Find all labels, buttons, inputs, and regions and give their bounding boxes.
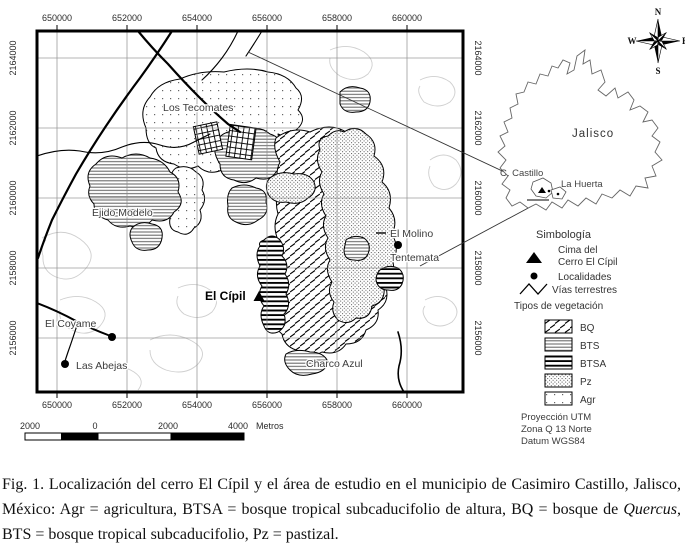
- scale-bar: 2000 0 2000 4000 Metros: [20, 421, 284, 441]
- locality-dot-el-coyame: [108, 333, 116, 341]
- scale-label-3: 4000: [228, 421, 248, 431]
- caption-text-1: Fig. 1. Localización del cerro El Cípil …: [2, 476, 681, 518]
- inset-dot: [556, 192, 560, 196]
- x-tick-bottom-2: 654000: [182, 400, 212, 410]
- compass-star: [635, 18, 681, 64]
- caption-italic-quercus: Quercus: [623, 500, 677, 518]
- map-figure: Los Tecomates Ejido Modelo El Molino Ten…: [8, 7, 685, 447]
- summit-triangle-marker: [253, 291, 265, 301]
- projection-line-1: Proyección UTM: [521, 412, 591, 423]
- compass-rose: N E S W: [628, 7, 685, 76]
- label-jalisco: Jalisco: [572, 128, 614, 140]
- projection-line-2: Zona Q 13 Norte: [521, 424, 592, 435]
- label-la-huerta: La Huerta: [561, 179, 603, 190]
- y-tick-left-1: 2162000: [8, 110, 18, 145]
- y-tick-right-1: 2162000: [473, 110, 483, 145]
- inset-leader-lines: [247, 51, 546, 267]
- label-charco-azul: Charco Azul: [306, 358, 363, 370]
- legend-road-zigzag-icon: [519, 283, 548, 295]
- scale-label-0: 2000: [20, 421, 40, 431]
- y-tick-right-2: 2160000: [473, 180, 483, 215]
- label-el-molino: El Molino: [390, 228, 433, 240]
- jalisco-inset: Jalisco C. Castillo La Huerta N E S W: [497, 7, 685, 211]
- y-tick-left-2: 2160000: [8, 180, 18, 215]
- locality-dot-tentemata: [394, 241, 402, 249]
- x-tick-top-4: 658000: [322, 13, 352, 23]
- figure-caption: Fig. 1. Localización del cerro El Cípil …: [0, 467, 685, 543]
- legend-swatch-agr: [544, 391, 573, 406]
- inset-dot: [547, 189, 551, 193]
- scale-label-2: 2000: [158, 421, 178, 431]
- contour-lines: [41, 46, 462, 391]
- legend-cima-line2: Cerro El Cípil: [558, 257, 617, 268]
- legend-title: Simbología: [536, 229, 592, 241]
- legend-swatch-pz: [544, 373, 573, 388]
- compass-w-label: W: [628, 36, 637, 46]
- legend-label-agr: Agr: [580, 395, 596, 406]
- x-tick-top-1: 652000: [112, 13, 142, 23]
- compass-n-label: N: [655, 7, 662, 17]
- legend-summit-triangle-icon: [526, 252, 542, 263]
- label-las-abejas: Las Abejas: [76, 360, 127, 372]
- tick-marks: [56, 25, 408, 398]
- y-tick-left-4: 2156000: [8, 320, 18, 355]
- x-tick-top-0: 650000: [42, 13, 72, 23]
- locality-dot-las-abejas: [61, 360, 69, 368]
- y-tick-right-0: 2164000: [473, 40, 483, 75]
- place-labels: Los Tecomates Ejido Modelo El Molino Ten…: [44, 101, 441, 374]
- main-map-area: [37, 31, 463, 392]
- legend: Simbología Cima del Cerro El Cípil Local…: [514, 229, 617, 447]
- compass-e-label: E: [682, 36, 685, 46]
- caption-text-2: , BTS = bosque tropical subcaducifolio, …: [2, 500, 681, 543]
- map-frame: [35, 29, 465, 394]
- y-tick-right-4: 2156000: [473, 320, 483, 355]
- projection-line-3: Datum WGS84: [521, 436, 585, 447]
- label-tentemata: Tentemata: [390, 252, 439, 264]
- scale-label-1: 0: [92, 421, 97, 431]
- map-markers: [61, 232, 402, 368]
- label-el-cipil: El Cípil: [205, 289, 246, 303]
- legend-label-pz: Pz: [580, 377, 592, 388]
- jalisco-outline: [497, 48, 663, 211]
- legend-veg-title: Tipos de vegetación: [514, 301, 603, 312]
- utm-gridlines: [37, 31, 463, 392]
- scale-bar-segments: [24, 432, 245, 441]
- study-area-marker: [538, 187, 546, 193]
- legend-vias-label: Vías terrestres: [552, 285, 617, 296]
- legend-label-bts: BTS: [580, 341, 600, 352]
- x-tick-bottom-1: 652000: [112, 400, 142, 410]
- axis-labels: 650000 652000 654000 656000 658000 66000…: [8, 13, 483, 410]
- x-tick-bottom-4: 658000: [322, 400, 352, 410]
- label-el-coyame: El Coyame: [45, 318, 97, 330]
- x-tick-top-3: 656000: [252, 13, 282, 23]
- y-tick-right-3: 2158000: [473, 250, 483, 285]
- label-ejido-modelo: Ejido Modelo: [92, 207, 153, 219]
- legend-cima-line1: Cima del: [558, 245, 597, 256]
- x-tick-top-2: 654000: [182, 13, 212, 23]
- x-tick-bottom-3: 656000: [252, 400, 282, 410]
- legend-label-btsa: BTSA: [580, 359, 606, 370]
- legend-swatch-bts: [544, 337, 573, 352]
- label-c-castillo: C. Castillo: [500, 168, 543, 179]
- scale-unit-label: Metros: [256, 421, 284, 431]
- legend-localidades-label: Localidades: [558, 272, 611, 283]
- legend-swatch-bq: [544, 319, 573, 334]
- compass-s-label: S: [655, 66, 660, 76]
- legend-locality-dot-icon: [530, 272, 538, 280]
- label-los-tecomates: Los Tecomates: [163, 102, 233, 114]
- legend-label-bq: BQ: [580, 323, 595, 334]
- x-tick-top-5: 660000: [392, 13, 422, 23]
- x-tick-bottom-0: 650000: [42, 400, 72, 410]
- roads: [37, 31, 405, 392]
- x-tick-bottom-5: 660000: [392, 400, 422, 410]
- legend-swatch-btsa: [544, 355, 573, 370]
- y-tick-left-0: 2164000: [8, 40, 18, 75]
- y-tick-left-3: 2158000: [8, 250, 18, 285]
